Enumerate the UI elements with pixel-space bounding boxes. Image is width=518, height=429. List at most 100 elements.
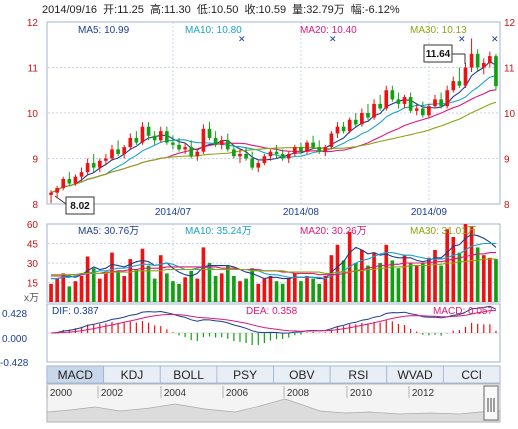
candle-body xyxy=(317,147,322,152)
volume-bar xyxy=(414,265,419,302)
volume-bar xyxy=(91,268,96,302)
quote-close: 10.59 xyxy=(259,4,287,16)
timeline-range-handle[interactable] xyxy=(483,385,499,421)
candle-body xyxy=(97,160,102,168)
volume-bar xyxy=(146,265,151,302)
candle-body xyxy=(457,81,462,86)
dif-line xyxy=(50,305,497,334)
dea-line xyxy=(50,309,497,334)
candle-body xyxy=(372,103,376,118)
volume-ma-label: MA10: 35.24万 xyxy=(185,226,252,237)
tab-label: RSI xyxy=(348,368,368,382)
event-marker-icon[interactable]: ✕ xyxy=(238,35,246,45)
volume-bar xyxy=(97,278,102,302)
tab-boll[interactable]: BOLL xyxy=(159,365,218,384)
event-markers: ✕ ✕ ✕ ✕ xyxy=(238,35,499,45)
volume-bar xyxy=(67,286,72,302)
timeline-navigator[interactable]: 2000 2002 2004 2006 2008 2010 2012 xyxy=(46,383,501,423)
volume-bar xyxy=(225,265,230,302)
candle-body xyxy=(378,103,382,109)
volume-bar xyxy=(372,252,376,302)
candle-body xyxy=(128,138,133,148)
volume-bar xyxy=(134,269,139,302)
price-x-tick: 2014/07 xyxy=(155,207,192,218)
candle-body xyxy=(146,126,151,136)
candle-body xyxy=(256,163,261,168)
quote-open: 11.25 xyxy=(117,4,144,16)
candle-body xyxy=(225,140,230,150)
tab-rsi[interactable]: RSI xyxy=(329,365,388,384)
tab-wvad[interactable]: WVAD xyxy=(386,365,444,384)
candle-body xyxy=(158,131,163,141)
timeline-year-label: 2010 xyxy=(350,388,373,399)
tab-kdj[interactable]: KDJ xyxy=(103,365,161,384)
candle-body xyxy=(469,53,474,68)
volume-bar xyxy=(262,278,267,302)
volume-bar xyxy=(158,255,163,302)
volume-bar xyxy=(79,276,84,302)
volume-bar xyxy=(177,283,181,302)
price-ma-label: MA30: 10.13 xyxy=(410,25,467,36)
candle-body xyxy=(79,172,84,177)
volume-bar xyxy=(378,263,382,302)
volume-bar xyxy=(238,281,242,302)
timeline-year-axis: 2000 2002 2004 2006 2008 2010 2012 xyxy=(46,386,435,399)
volume-bar xyxy=(329,255,334,302)
timeline-year-label: 2000 xyxy=(50,388,73,399)
tab-psy[interactable]: PSY xyxy=(216,365,274,384)
price-ma-label: MA5: 10.99 xyxy=(78,25,130,36)
candle-body xyxy=(183,147,187,150)
volume-ma-legend: MA5: 30.76万 MA10: 35.24万 MA20: 30.26万 MA30:… xyxy=(78,226,477,237)
macd-panel: DIF: 0.387 DEA: 0.358 MACD: 0.057 0.428 … xyxy=(0,303,501,369)
tab-cci[interactable]: CCI xyxy=(442,365,501,384)
candle-body xyxy=(414,108,419,111)
candle-body xyxy=(353,119,358,125)
volume-y-tick: 60 xyxy=(27,220,39,231)
price-ma-legend: MA5: 10.99 MA10: 10.80 MA20: 10.40 MA30: 10… xyxy=(78,25,467,36)
timeline-year-label: 2006 xyxy=(226,388,249,399)
volume-bar xyxy=(311,278,315,302)
volume-bar xyxy=(128,259,133,302)
candle-body xyxy=(366,113,370,118)
candle-body xyxy=(85,163,90,173)
macd-histogram xyxy=(48,320,499,346)
event-marker-icon[interactable]: ✕ xyxy=(491,35,499,45)
price-y-tick: 9 xyxy=(504,155,510,166)
tab-macd[interactable]: MACD xyxy=(46,365,105,384)
volume-bar xyxy=(341,260,346,302)
candle-body xyxy=(481,62,486,68)
macd-y-tick: 0.000 xyxy=(2,334,27,345)
volume-bar xyxy=(195,278,200,302)
volume-bar xyxy=(286,278,291,302)
tab-label: OBV xyxy=(289,368,314,382)
max-price-label: 11.64 xyxy=(426,49,451,60)
tab-obv[interactable]: OBV xyxy=(273,365,331,384)
candle-body xyxy=(384,90,389,109)
volume-bar xyxy=(366,265,370,302)
volume-bar xyxy=(475,247,480,302)
candle-body xyxy=(49,192,53,195)
volume-bar xyxy=(85,256,90,302)
candle-body xyxy=(299,147,303,152)
volume-bar xyxy=(469,226,474,302)
volume-ma30-line xyxy=(51,258,496,276)
event-marker-icon[interactable]: ✕ xyxy=(329,35,337,45)
volume-bar xyxy=(451,237,456,302)
volume-bar xyxy=(427,257,431,302)
volume-bar xyxy=(494,259,498,302)
svg-text:2014/09/16 开:11.25: 2014/09/16 开:11.25 高:11.30 低:10.50 收:10.… xyxy=(42,2,400,16)
volume-bar xyxy=(408,263,413,302)
volume-bar xyxy=(256,283,261,302)
candle-body xyxy=(91,163,96,168)
quote-date: 2014/09/16 xyxy=(42,4,97,16)
candle-body xyxy=(67,178,72,184)
tab-label: PSY xyxy=(233,368,257,382)
event-marker-icon[interactable]: ✕ xyxy=(458,35,466,45)
quote-change: -6.12% xyxy=(365,4,400,16)
volume-bar xyxy=(390,260,395,302)
volume-bar xyxy=(61,273,66,302)
volume-ma5-line xyxy=(51,233,497,280)
volume-bar xyxy=(360,250,364,302)
min-price-callout: 8.02 xyxy=(54,195,95,215)
max-price-callout: 11.64 xyxy=(423,44,466,64)
